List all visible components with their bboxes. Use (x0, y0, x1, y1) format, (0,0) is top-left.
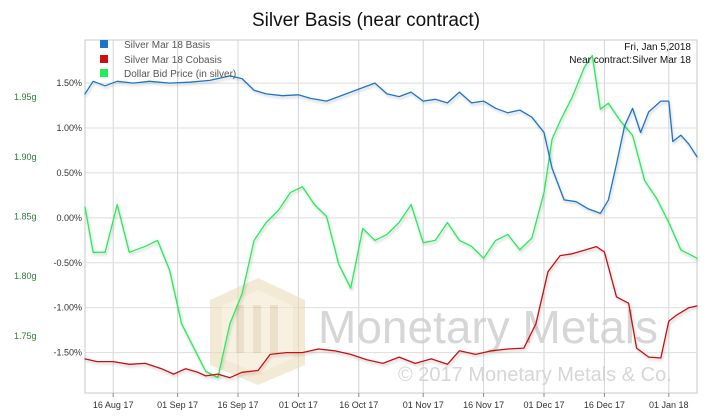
y-left-tick-label: 1.75g (14, 331, 37, 341)
horizontal-gridlines (85, 82, 697, 354)
x-tick-label: 01 Dec 17 (523, 400, 564, 410)
y-right-tick-label: 1.50% (56, 78, 82, 88)
y-right-tick-label: -0.50% (53, 258, 82, 268)
info-box: Fri, Jan 5,2018 Near contract:Silver Mar… (569, 42, 691, 66)
y-left-tick-label: 1.90g (14, 152, 37, 162)
y-right-tick-label: -1.00% (53, 303, 82, 313)
legend-label-cobasis: Silver Mar 18 Cobasis (124, 55, 222, 66)
series-line-silver-mar-18-cobasis (84, 245, 698, 379)
info-date: Fri, Jan 5,2018 (624, 42, 691, 53)
watermark-brand: Monetary Metals (318, 301, 658, 353)
chart-title: Silver Basis (near contract) (252, 10, 480, 31)
legend-label-basis: Silver Mar 18 Basis (124, 40, 210, 51)
legend: Silver Mar 18 Basis Silver Mar 18 Cobasi… (100, 40, 236, 80)
y-left-tick-label: 1.95g (14, 92, 37, 102)
x-tick-label: 16 Aug 17 (93, 400, 134, 410)
watermark: Monetary Metals © 2017 Monetary Metals &… (210, 278, 672, 386)
x-tick-label: 01 Nov 17 (403, 400, 444, 410)
y-left-tick-label: 1.85g (14, 212, 37, 222)
y-axis-right: -1.50% -1.00% -0.50% 0.00% 0.50% 1.00% 1.50% (53, 78, 82, 357)
x-axis: 16 Aug 17 01 Sep 17 16 Sep 17 01 Oct 17 16 O… (93, 393, 689, 410)
y-right-tick-label: 0.50% (56, 168, 82, 178)
series-line-silver-mar-18-basis (84, 75, 698, 215)
x-tick-label: 01 Sep 17 (157, 400, 198, 410)
series-layer (84, 54, 698, 379)
vertical-gridlines (112, 40, 670, 393)
y-axis-left: 1.75g 1.80g 1.85g 1.90g 1.95g (14, 92, 37, 341)
legend-label-dollar: Dollar Bid Price (in silver) (124, 69, 236, 80)
monetary-metals-logo (210, 278, 305, 385)
legend-swatch-cobasis (100, 55, 108, 63)
x-tick-label: 16 Nov 17 (463, 400, 504, 410)
x-tick-label: 01 Oct 17 (279, 400, 318, 410)
legend-swatch-dollar (100, 69, 108, 77)
x-tick-label: 16 Dec 17 (584, 400, 625, 410)
y-right-tick-label: -1.50% (53, 348, 82, 358)
series-line-dollar-bid-price-in-silver (84, 54, 698, 379)
x-tick-label: 01 Jan 18 (649, 400, 689, 410)
info-contract: Near contract:Silver Mar 18 (569, 55, 691, 66)
x-tick-label: 16 Sep 17 (217, 400, 258, 410)
x-tick-label: 16 Oct 17 (339, 400, 378, 410)
y-left-tick-label: 1.80g (14, 271, 37, 281)
y-right-tick-label: 0.00% (56, 213, 82, 223)
watermark-copyright: © 2017 Monetary Metals & Co. (398, 364, 672, 386)
legend-swatch-basis (100, 40, 108, 48)
y-right-tick-label: 1.00% (56, 123, 82, 133)
